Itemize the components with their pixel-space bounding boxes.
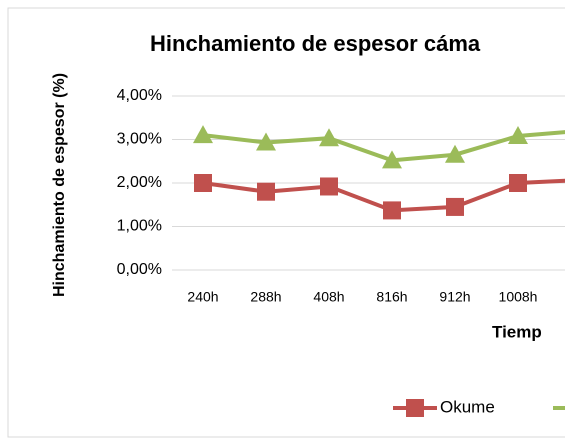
y-tick-label: 1,00%: [117, 218, 162, 235]
x-axis-label: Tiemp: [492, 322, 542, 341]
x-tick-label: 408h: [313, 289, 344, 305]
y-tick-label: 2,00%: [117, 174, 162, 191]
marker: [509, 174, 527, 192]
marker: [194, 174, 212, 192]
chart-frame: [7, 7, 565, 438]
y-tick-label: 3,00%: [117, 131, 162, 148]
x-tick-label: 912h: [439, 289, 470, 305]
marker: [320, 177, 338, 196]
chart-title: Hinchamiento de espesor cáma: [150, 31, 481, 56]
marker: [445, 144, 465, 163]
y-tick-label: 4,00%: [117, 87, 162, 104]
marker: [257, 182, 275, 201]
legend-marker: [406, 399, 424, 417]
x-tick-label: 816h: [376, 289, 407, 305]
x-tick-label: 288h: [250, 289, 281, 305]
marker: [256, 132, 276, 151]
marker: [508, 126, 528, 145]
marker: [319, 128, 339, 147]
marker: [193, 125, 213, 144]
marker: [382, 150, 402, 169]
x-tick-label: 240h: [187, 289, 218, 305]
legend-label: Okume: [440, 397, 495, 416]
y-axis-label: Hinchamiento de espesor (%): [51, 73, 68, 297]
marker: [446, 197, 464, 216]
marker: [383, 201, 401, 220]
x-tick-label: 1008h: [499, 289, 538, 305]
y-tick-label: 0,00%: [117, 261, 162, 278]
